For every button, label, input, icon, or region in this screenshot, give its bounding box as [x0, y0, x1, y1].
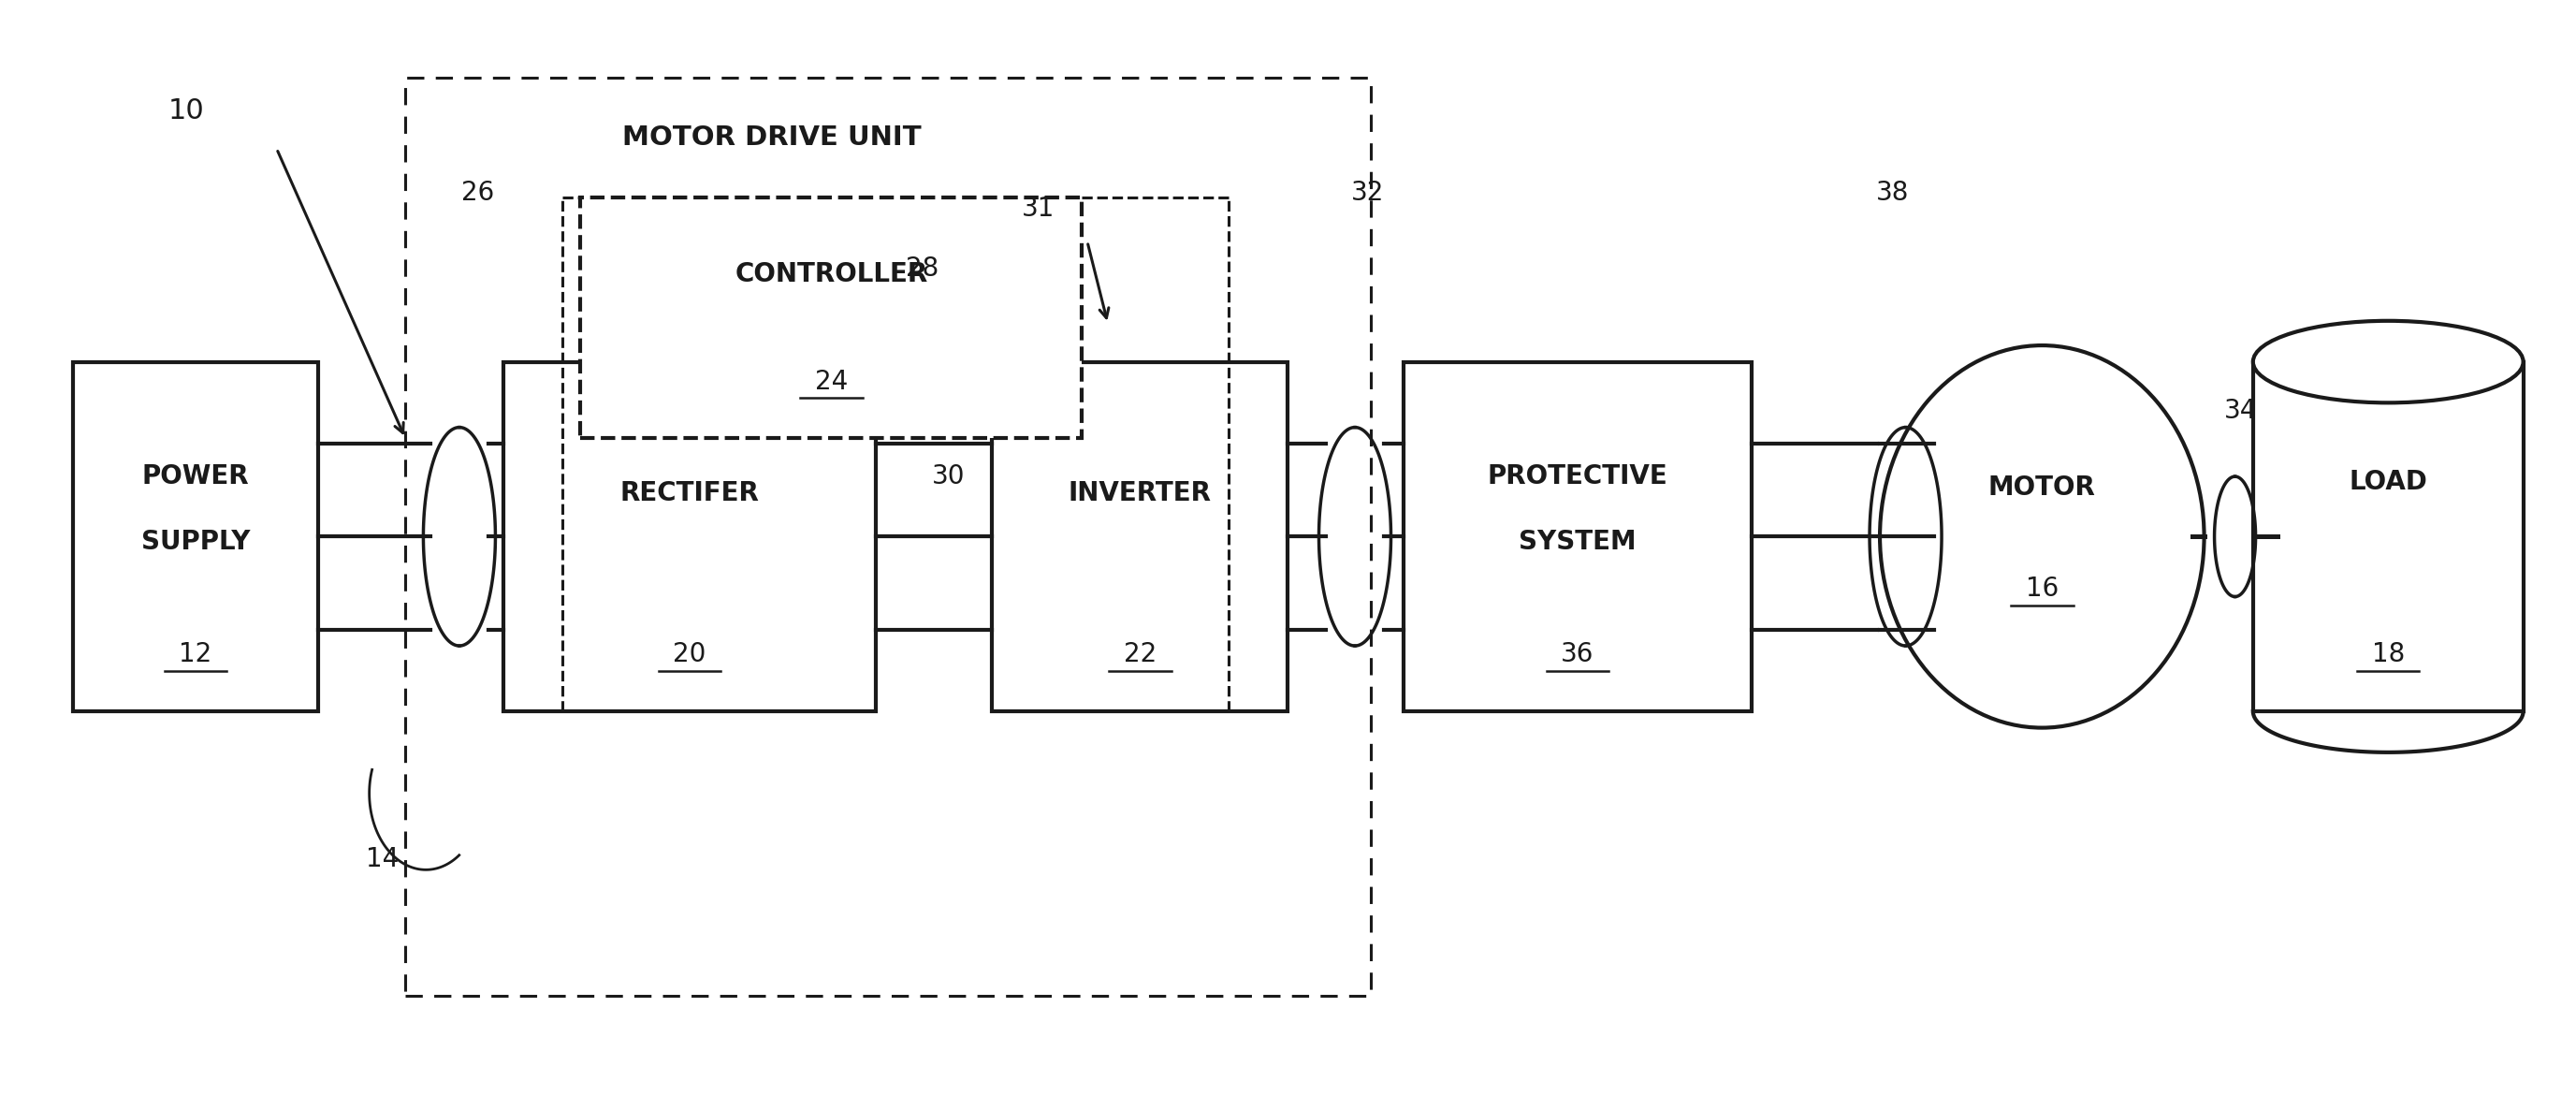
Text: 30: 30	[933, 463, 966, 489]
Text: 10: 10	[167, 97, 204, 124]
Bar	[992, 361, 1288, 712]
Text: 16: 16	[2025, 576, 2058, 602]
Text: CONTROLLER: CONTROLLER	[734, 262, 927, 288]
Text: PROTECTIVE: PROTECTIVE	[1486, 463, 1667, 489]
Text: MOTOR DRIVE UNIT: MOTOR DRIVE UNIT	[623, 125, 922, 151]
Text: 18: 18	[2372, 642, 2403, 668]
Text: 38: 38	[1875, 180, 1909, 206]
Bar	[404, 78, 1370, 995]
Text: 32: 32	[1352, 180, 1383, 206]
Text: 24: 24	[814, 368, 848, 394]
Text: 34: 34	[2223, 397, 2257, 424]
Text: 31: 31	[1023, 196, 1056, 222]
Text: LOAD: LOAD	[2349, 469, 2427, 495]
Text: RECTIFER: RECTIFER	[621, 480, 760, 506]
Text: SUPPLY: SUPPLY	[142, 529, 250, 555]
Text: 22: 22	[1123, 642, 1157, 668]
Text: 36: 36	[1561, 642, 1595, 668]
Bar	[2254, 361, 2524, 712]
Text: 20: 20	[672, 642, 706, 668]
Bar	[1404, 361, 1752, 712]
Text: 12: 12	[180, 642, 211, 668]
Bar	[580, 198, 1082, 438]
Bar	[502, 361, 876, 712]
Text: POWER: POWER	[142, 463, 250, 489]
Ellipse shape	[2254, 321, 2524, 403]
Text: INVERTER: INVERTER	[1069, 480, 1211, 506]
Text: MOTOR: MOTOR	[1989, 474, 2097, 500]
Text: 14: 14	[366, 845, 399, 872]
Bar	[72, 361, 317, 712]
Text: 26: 26	[461, 180, 495, 206]
Text: SYSTEM: SYSTEM	[1520, 529, 1636, 555]
Ellipse shape	[1880, 345, 2205, 728]
Text: 28: 28	[907, 256, 940, 283]
